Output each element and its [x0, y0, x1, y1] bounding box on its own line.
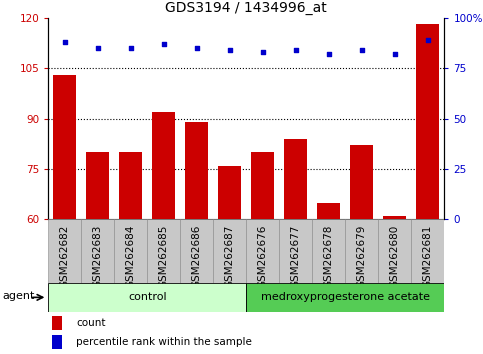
Text: GSM262677: GSM262677 — [291, 224, 301, 288]
Bar — [52, 335, 62, 349]
Bar — [345, 219, 378, 283]
Bar — [378, 219, 412, 283]
Text: control: control — [128, 292, 167, 302]
Point — [94, 45, 102, 51]
Text: agent: agent — [2, 291, 35, 301]
Point — [226, 47, 234, 53]
Bar — [52, 316, 62, 330]
Bar — [48, 283, 246, 312]
Point — [391, 51, 399, 57]
Bar — [213, 219, 246, 283]
Bar — [147, 219, 180, 283]
Text: GSM262676: GSM262676 — [258, 224, 268, 288]
Bar — [350, 145, 373, 219]
Title: GDS3194 / 1434996_at: GDS3194 / 1434996_at — [166, 1, 327, 15]
Bar — [119, 152, 142, 219]
Bar — [246, 219, 279, 283]
Bar — [48, 219, 81, 283]
Bar — [86, 152, 109, 219]
Bar — [185, 122, 208, 219]
Bar — [114, 219, 147, 283]
Bar — [416, 24, 440, 219]
Bar — [284, 139, 307, 219]
Text: GSM262685: GSM262685 — [159, 224, 169, 288]
Text: GSM262679: GSM262679 — [357, 224, 367, 288]
Bar — [251, 152, 274, 219]
Point — [127, 45, 135, 51]
Point — [160, 41, 168, 47]
Bar — [180, 219, 213, 283]
Bar — [218, 166, 242, 219]
Text: GSM262687: GSM262687 — [225, 224, 235, 288]
Bar — [384, 216, 406, 219]
Text: GSM262680: GSM262680 — [390, 224, 400, 288]
Text: GSM262683: GSM262683 — [93, 224, 103, 288]
Bar — [246, 283, 444, 312]
Point — [358, 47, 366, 53]
Text: medroxyprogesterone acetate: medroxyprogesterone acetate — [261, 292, 430, 302]
Point — [325, 51, 333, 57]
Text: GSM262682: GSM262682 — [60, 224, 70, 288]
Bar — [279, 219, 313, 283]
Point — [259, 49, 267, 55]
Bar — [53, 75, 76, 219]
Point — [61, 39, 69, 45]
Text: percentile rank within the sample: percentile rank within the sample — [76, 337, 252, 347]
Text: GSM262681: GSM262681 — [423, 224, 433, 288]
Text: count: count — [76, 318, 105, 328]
Point — [292, 47, 300, 53]
Bar — [412, 219, 444, 283]
Point — [424, 37, 432, 43]
Bar — [317, 202, 341, 219]
Bar — [313, 219, 345, 283]
Point — [193, 45, 201, 51]
Text: GSM262686: GSM262686 — [192, 224, 202, 288]
Bar — [152, 112, 175, 219]
Text: GSM262684: GSM262684 — [126, 224, 136, 288]
Bar — [81, 219, 114, 283]
Text: GSM262678: GSM262678 — [324, 224, 334, 288]
